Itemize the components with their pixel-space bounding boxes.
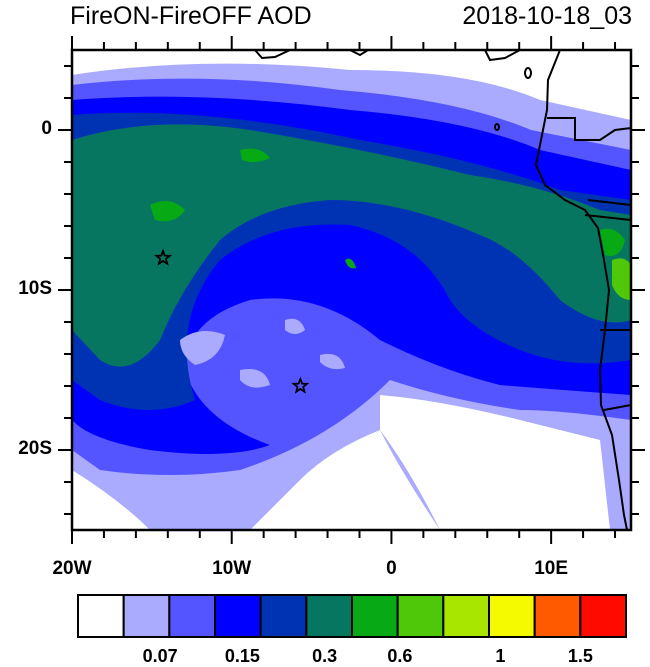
colorbar-label: 0.3 (312, 646, 338, 666)
coastlines (254, 50, 631, 530)
colorbar-box (168, 594, 216, 638)
colorbar-label: 0.15 (224, 646, 260, 666)
colorbar-label: 0.07 (142, 646, 178, 666)
aod-light-patches (180, 318, 345, 388)
colorbar-label: 1.5 (567, 646, 593, 666)
colorbar-box (533, 594, 582, 638)
y-tick-label: 0 (41, 118, 52, 139)
aod-level-teal (72, 124, 631, 367)
colorbar-box (305, 594, 354, 638)
plot-title: FireON-FireOFF AOD (70, 2, 312, 30)
markers (153, 248, 310, 394)
colorbar-box (259, 594, 308, 638)
colorbar-box (442, 594, 491, 638)
plot-date: 2018-10-18_03 (462, 2, 632, 30)
colorbar-box (579, 594, 627, 638)
colorbar-box (77, 594, 125, 638)
x-tick-label: 0 (386, 558, 397, 579)
aod-level-light-green (612, 258, 631, 300)
colorbar-box (214, 594, 262, 638)
star-marker-icon (291, 376, 310, 394)
colorbar-box (122, 594, 171, 638)
y-tick-label: 20S (18, 438, 52, 459)
aod-clear-region (72, 395, 610, 530)
y-tick-label: 10S (18, 278, 52, 299)
colorbar-label: 1 (495, 646, 506, 666)
x-tick-label: 20W (52, 558, 92, 579)
star-marker-icon (153, 248, 173, 266)
colorbar-label: 0.6 (387, 646, 413, 666)
axis-ticks (58, 36, 645, 544)
x-tick-label: 10E (534, 558, 569, 579)
x-tick-label: 10W (212, 558, 252, 579)
colorbar-box (396, 594, 445, 638)
aod-field (72, 50, 631, 530)
colorbar-box (488, 594, 536, 638)
colorbar-box (351, 594, 399, 638)
colorbar (77, 594, 627, 638)
